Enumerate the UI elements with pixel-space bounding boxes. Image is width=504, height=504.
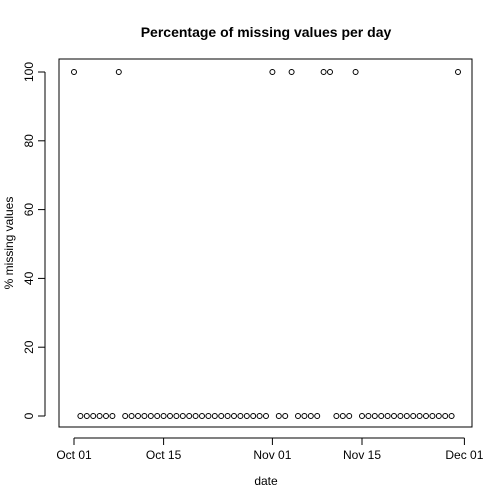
data-point [180, 414, 185, 419]
data-point [296, 414, 301, 419]
data-point [334, 414, 339, 419]
x-tick-label: Nov 15 [343, 448, 381, 462]
y-tick-label: 60 [22, 203, 36, 217]
data-point [97, 414, 102, 419]
x-axis: Oct 01 Oct 15 Nov 01 Nov 15 Dec 01 [56, 438, 483, 462]
y-tick-label: 100 [22, 62, 36, 82]
y-tick-label: 20 [22, 340, 36, 354]
data-point [212, 414, 217, 419]
data-point [417, 414, 422, 419]
data-point [244, 414, 249, 419]
data-point [116, 70, 121, 75]
data-point [136, 414, 141, 419]
data-point [232, 414, 237, 419]
data-point [315, 414, 320, 419]
data-point [84, 414, 89, 419]
data-point [161, 414, 166, 419]
x-tick-label: Nov 01 [253, 448, 291, 462]
data-point [270, 70, 275, 75]
data-point [436, 414, 441, 419]
y-tick-label: 80 [22, 134, 36, 148]
data-point [392, 414, 397, 419]
data-point [411, 414, 416, 419]
data-point [219, 414, 224, 419]
data-point [142, 414, 147, 419]
data-point [347, 414, 352, 419]
y-axis: 0 20 40 60 80 100 [22, 62, 45, 420]
data-point [78, 414, 83, 419]
data-point [404, 414, 409, 419]
y-tick-label: 0 [22, 412, 36, 419]
data-point [302, 414, 307, 419]
y-axis-label: % missing values [2, 197, 16, 290]
data-point [148, 414, 153, 419]
data-point [456, 70, 461, 75]
data-point [289, 70, 294, 75]
data-point [276, 414, 281, 419]
data-point [155, 414, 160, 419]
data-point [449, 414, 454, 419]
data-point [328, 70, 333, 75]
data-point [385, 414, 390, 419]
data-point [72, 70, 77, 75]
data-point [430, 414, 435, 419]
data-point [225, 414, 230, 419]
data-point [360, 414, 365, 419]
data-point [424, 414, 429, 419]
data-point [443, 414, 448, 419]
data-point [193, 414, 198, 419]
data-point [200, 414, 205, 419]
data-point [398, 414, 403, 419]
chart-title: Percentage of missing values per day [141, 24, 392, 40]
data-point [129, 414, 134, 419]
data-point [366, 414, 371, 419]
x-tick-label: Oct 15 [146, 448, 182, 462]
data-point [283, 414, 288, 419]
data-point [206, 414, 211, 419]
data-point [174, 414, 179, 419]
data-point [308, 414, 313, 419]
data-point [257, 414, 262, 419]
data-point [340, 414, 345, 419]
x-axis-label: date [254, 474, 278, 488]
data-point [379, 414, 384, 419]
x-tick-label: Dec 01 [445, 448, 483, 462]
data-points [72, 70, 461, 419]
data-point [238, 414, 243, 419]
x-tick-label: Oct 01 [56, 448, 92, 462]
data-point [91, 414, 96, 419]
data-point [251, 414, 256, 419]
data-point [321, 70, 326, 75]
data-point [372, 414, 377, 419]
data-point [353, 70, 358, 75]
data-point [123, 414, 128, 419]
y-tick-label: 40 [22, 271, 36, 285]
data-point [110, 414, 115, 419]
plot-frame [59, 59, 472, 427]
data-point [104, 414, 109, 419]
data-point [187, 414, 192, 419]
data-point [168, 414, 173, 419]
data-point [264, 414, 269, 419]
